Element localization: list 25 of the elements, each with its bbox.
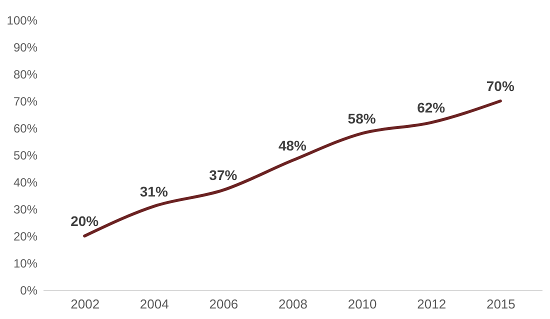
y-tick-label: 20% (13, 230, 38, 244)
x-tick-label: 2008 (278, 296, 308, 312)
data-label: 70% (486, 78, 515, 94)
y-tick-label: 10% (13, 256, 38, 270)
x-tick-label: 2006 (209, 296, 238, 312)
y-tick-label: 50% (13, 148, 38, 162)
x-tick-label: 2004 (140, 296, 169, 312)
y-tick-label: 0% (20, 284, 38, 298)
y-tick-label: 30% (13, 202, 38, 216)
y-tick-label: 60% (13, 122, 38, 136)
data-label: 48% (278, 137, 308, 154)
data-label: 37% (209, 167, 238, 184)
y-tick-label: 100% (6, 14, 38, 28)
data-label: 20% (70, 213, 100, 229)
y-tick-label: 70% (13, 94, 38, 108)
data-label: 62% (417, 100, 446, 116)
y-tick-label: 40% (13, 176, 38, 190)
x-tick-label: 2012 (417, 296, 446, 312)
x-tick-label: 2010 (348, 296, 377, 312)
data-label: 58% (348, 110, 376, 126)
x-tick-label: 2015 (486, 296, 516, 312)
data-label: 31% (140, 183, 168, 200)
x-tick-label: 2002 (70, 296, 100, 312)
y-tick-label: 90% (13, 40, 38, 54)
y-tick-label: 80% (13, 68, 38, 82)
